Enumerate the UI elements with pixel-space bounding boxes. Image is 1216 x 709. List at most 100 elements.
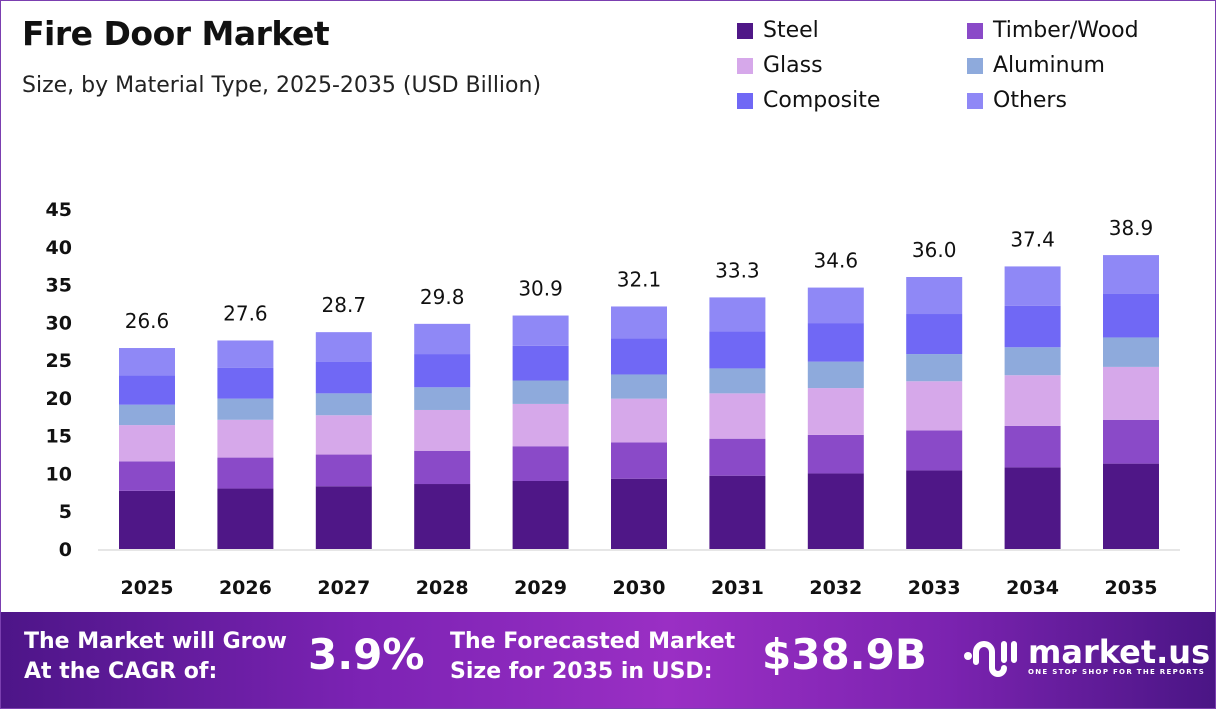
- bar-segment-steel: [512, 481, 569, 549]
- bar-segment-glass: [709, 393, 766, 439]
- logo-tagline: ONE STOP SHOP FOR THE REPORTS: [1028, 668, 1206, 676]
- y-tick-label: 20: [46, 388, 72, 410]
- bar-total-label: 28.7: [322, 293, 367, 317]
- y-tick-label: 15: [46, 426, 72, 448]
- y-tick-label: 25: [46, 350, 72, 372]
- bar-segment-steel: [611, 478, 667, 549]
- bar-segment-aluminum: [315, 393, 372, 416]
- bar-segment-aluminum: [611, 374, 667, 399]
- bar-segment-timber-wood: [512, 446, 569, 481]
- bar-segment-glass: [1103, 366, 1159, 420]
- bar-segment-others: [906, 277, 963, 315]
- legend-item: Steel: [737, 18, 967, 43]
- bar-segment-timber-wood: [315, 454, 372, 487]
- x-tick-label: 2032: [809, 577, 862, 599]
- bar-segment-aluminum: [414, 387, 471, 410]
- stacked-bar-chart: 05101520253035404526.6202527.6202628.720…: [46, 199, 1180, 599]
- bar-segment-timber-wood: [807, 434, 864, 474]
- legend-item: Others: [967, 88, 1197, 113]
- bar-total-label: 32.1: [617, 267, 662, 291]
- bar-segment-glass: [414, 409, 471, 451]
- x-tick-label: 2027: [317, 577, 370, 599]
- bar-segment-steel: [1004, 467, 1061, 549]
- bar-segment-composite: [611, 338, 667, 375]
- bar-segment-glass: [512, 403, 569, 447]
- legend-label: Others: [993, 88, 1067, 113]
- bar-total-label: 26.6: [125, 309, 170, 333]
- bar-segment-steel: [315, 486, 372, 549]
- bar-segment-aluminum: [512, 380, 569, 404]
- bar-segment-others: [807, 287, 864, 324]
- legend-item: Glass: [737, 53, 967, 78]
- bar-segment-composite: [119, 375, 175, 405]
- bar-segment-timber-wood: [119, 461, 175, 491]
- legend-item: Timber/Wood: [967, 18, 1197, 43]
- bar-segment-others: [1103, 255, 1159, 294]
- y-tick-label: 40: [46, 237, 72, 259]
- x-tick-label: 2029: [514, 577, 567, 599]
- x-tick-label: 2030: [613, 577, 666, 599]
- x-tick-label: 2026: [219, 577, 272, 599]
- logo-icon: [964, 641, 1017, 677]
- footer-banner: The Market will Grow At the CAGR of: 3.9%…: [0, 612, 1216, 709]
- bar-segment-composite: [709, 331, 766, 369]
- bar-total-label: 30.9: [518, 277, 563, 301]
- legend-swatch: [737, 22, 753, 39]
- bar-segment-timber-wood: [1103, 419, 1159, 464]
- bar-segment-others: [709, 297, 766, 332]
- y-tick-label: 45: [46, 199, 72, 221]
- forecast-label-line1: The Forecasted Market: [450, 629, 736, 654]
- bar-segment-timber-wood: [709, 438, 766, 476]
- bar-segment-glass: [611, 398, 667, 443]
- bar-segment-composite: [1004, 305, 1061, 348]
- bar-segment-timber-wood: [906, 430, 963, 471]
- bar-segment-aluminum: [217, 398, 274, 420]
- chart-subtitle: Size, by Material Type, 2025-2035 (USD B…: [22, 73, 542, 98]
- x-tick-label: 2031: [711, 577, 764, 599]
- legend-label: Timber/Wood: [993, 18, 1139, 43]
- bar-segment-composite: [906, 314, 963, 355]
- legend-label: Glass: [763, 53, 823, 78]
- bar-segment-composite: [217, 367, 274, 399]
- x-tick-label: 2034: [1006, 577, 1059, 599]
- bar-total-label: 34.6: [814, 249, 859, 273]
- legend-swatch: [737, 92, 753, 109]
- bar-total-label: 38.9: [1109, 216, 1154, 240]
- bar-segment-steel: [709, 475, 766, 549]
- bar-total-label: 37.4: [1010, 227, 1055, 251]
- bar-segment-steel: [906, 470, 963, 549]
- bar-segment-others: [119, 348, 175, 376]
- legend-label: Composite: [763, 88, 881, 113]
- cagr-label-line2: At the CAGR of:: [24, 659, 218, 684]
- forecast-value: $38.9B: [762, 630, 927, 679]
- bar-segment-steel: [1103, 463, 1159, 549]
- bar-segment-composite: [807, 323, 864, 362]
- bar-segment-aluminum: [906, 354, 963, 382]
- bar-segment-aluminum: [119, 404, 175, 426]
- bar-segment-glass: [1004, 375, 1061, 426]
- bar-segment-others: [315, 332, 372, 362]
- bar-segment-timber-wood: [217, 457, 274, 489]
- bar-segment-aluminum: [1103, 337, 1159, 367]
- market-us-logo: market.us ONE STOP SHOP FOR THE REPORTS: [962, 634, 1210, 678]
- bar-segment-glass: [119, 425, 175, 462]
- legend-item: Aluminum: [967, 53, 1197, 78]
- bar-segment-aluminum: [1004, 347, 1061, 376]
- legend: Steel Timber/Wood Glass Aluminum Composite Ot…: [737, 18, 1197, 113]
- bar-segment-composite: [512, 345, 569, 381]
- bar-segment-steel: [807, 473, 864, 549]
- bar-segment-steel: [217, 488, 274, 549]
- y-tick-label: 10: [46, 463, 72, 485]
- x-tick-label: 2033: [908, 577, 961, 599]
- bar-segment-others: [414, 323, 471, 355]
- bar-segment-aluminum: [709, 368, 766, 394]
- x-tick-label: 2025: [121, 577, 174, 599]
- cagr-value: 3.9%: [308, 630, 425, 679]
- cagr-label-line1: The Market will Grow: [24, 629, 287, 654]
- legend-swatch: [967, 92, 983, 109]
- bar-segment-aluminum: [807, 361, 864, 389]
- x-tick-label: 2028: [416, 577, 469, 599]
- logo-text: market.us: [1028, 633, 1211, 671]
- y-tick-label: 35: [46, 275, 72, 297]
- bar-segment-composite: [1103, 293, 1159, 338]
